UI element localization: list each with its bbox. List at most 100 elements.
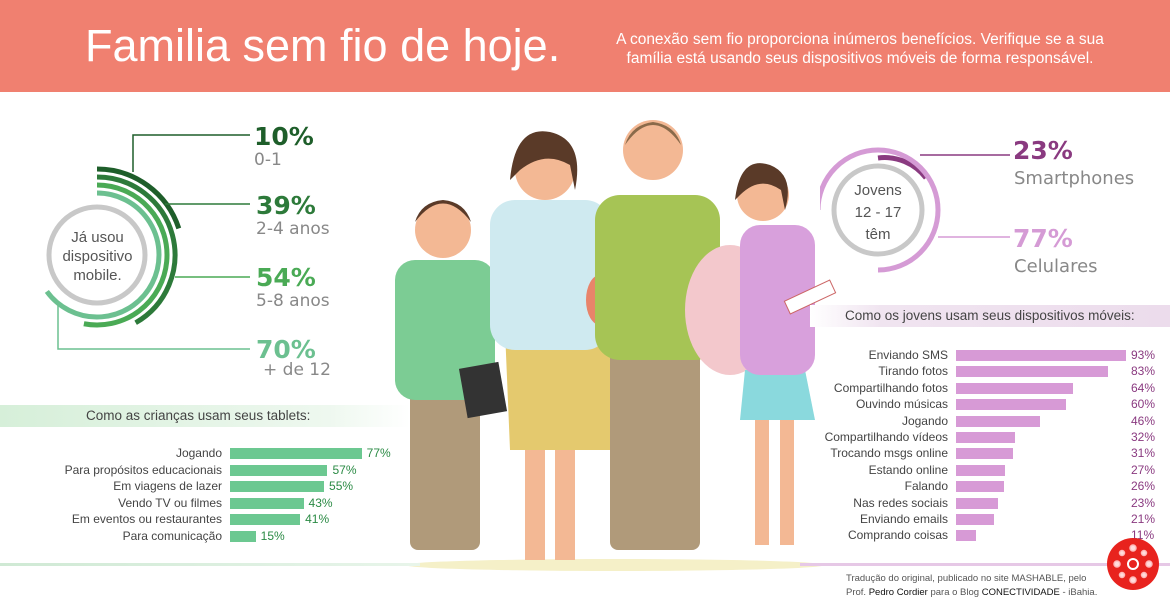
tablets-chart-title-band: Como as crianças usam seus tablets: xyxy=(0,405,410,427)
bar-label: Vendo TV ou filmes xyxy=(118,495,222,510)
bar-label: Em viagens de lazer xyxy=(113,479,222,493)
credit-prefix: Prof. xyxy=(846,587,867,598)
bar-value: 57% xyxy=(332,462,357,477)
bar-label: Enviando SMS xyxy=(868,348,948,362)
bar xyxy=(956,464,1006,476)
bar xyxy=(956,366,1108,378)
bar-row: Compartilhando fotos 64% xyxy=(0,380,1170,396)
bar-label: Compartilhando fotos xyxy=(833,380,948,395)
age-arc xyxy=(44,190,162,320)
bar xyxy=(956,399,1066,411)
bar xyxy=(230,514,301,525)
bar-label: Ouvindo músicas xyxy=(855,397,948,412)
page-subtitle: A conexão sem fio proporciona inúmeros b… xyxy=(616,31,1104,67)
age-pct: 54% xyxy=(256,263,316,292)
smartphones-arc xyxy=(877,155,928,180)
bar-label: Comprando coisas xyxy=(847,528,948,543)
youth-chart-title: Como os jovens usam seus dispositivos mó… xyxy=(845,308,1135,323)
bar-value: 83% xyxy=(1131,364,1156,379)
bar xyxy=(956,514,995,525)
blog-logo-icon xyxy=(1107,538,1159,590)
center-circle xyxy=(831,163,925,257)
bar-value: 15% xyxy=(260,528,285,543)
bar-label: Tirando fotos xyxy=(878,364,948,379)
credit-line: Prof. Pedro Cordier para o Blog CONECTIV… xyxy=(846,586,1097,600)
bar-row: Compartilhando vídeos 32% xyxy=(0,429,1170,445)
bar-row: Em viagens de lazer 55% xyxy=(0,478,1170,494)
bar xyxy=(230,481,325,492)
credit-line: Tradução do original, publicado no site … xyxy=(846,573,1087,584)
bar-value: 21% xyxy=(1131,512,1156,526)
celulares-arc xyxy=(820,147,941,273)
bar-row: Enviando emails 21% xyxy=(0,511,1170,527)
bar-row: Enviando SMS 93% xyxy=(0,347,1170,363)
bar xyxy=(230,530,256,542)
age-arc xyxy=(96,174,178,325)
bar-label: Nas redes sociais xyxy=(853,495,948,510)
credit-text: Tradução do original, publicado no site … xyxy=(846,572,1097,600)
bar-value: 64% xyxy=(1131,380,1156,395)
bar xyxy=(956,415,1041,427)
footer-line-right xyxy=(800,563,1170,566)
bar-value: 31% xyxy=(1131,446,1156,461)
boy-figure xyxy=(395,200,508,550)
center-label-line: têm xyxy=(865,226,891,243)
bar-row: Tirando fotos 83% xyxy=(0,363,1170,379)
bar-value: 32% xyxy=(1131,430,1156,444)
bar-label: Em eventos ou restaurantes xyxy=(71,512,222,526)
leader-line xyxy=(132,134,250,172)
bar xyxy=(956,448,1013,460)
smartphones-label: Smartphones xyxy=(1014,168,1135,189)
bar-value: 27% xyxy=(1131,462,1156,477)
bar xyxy=(230,497,304,509)
bar-label: Compartilhando vídeos xyxy=(824,430,948,444)
bar-row: Comprando coisas 11% xyxy=(0,527,1170,543)
bar-row: Vendo TV ou filmes 43% xyxy=(0,495,1170,511)
bar-row: Trocando msgs online 31% xyxy=(0,445,1170,461)
bar-label: Para propósitos educacionais xyxy=(64,462,222,477)
bar-label: Jogando xyxy=(901,413,948,428)
girl-figure xyxy=(685,163,837,545)
bar xyxy=(230,464,328,476)
bar xyxy=(956,481,1004,493)
bar-label: Enviando emails xyxy=(859,512,948,526)
age-pct: 10% xyxy=(254,122,314,151)
age-label: + de 12 xyxy=(263,360,331,380)
bar-value: 26% xyxy=(1131,479,1156,494)
credit-mid: para o Blog xyxy=(930,587,980,598)
family-illustration xyxy=(395,120,837,571)
bar-value: 60% xyxy=(1131,397,1156,412)
age-pct: 39% xyxy=(256,191,316,220)
celulares-pct: 77% xyxy=(1013,224,1073,253)
bar-row: Para propósitos educacionais 57% xyxy=(0,462,1170,478)
page-title: Familia sem fio de hoje. xyxy=(85,20,561,71)
bar xyxy=(956,432,1015,443)
bar-row: Jogando 77% xyxy=(0,445,1170,461)
center-label-line: Jovens xyxy=(854,182,902,199)
header-banner: Familia sem fio de hoje. A conexão sem f… xyxy=(0,0,1170,92)
center-label-line: 12 - 17 xyxy=(854,204,902,221)
bar xyxy=(956,497,999,509)
bar-row: Estando online 27% xyxy=(0,462,1170,478)
bar-row: Jogando 46% xyxy=(0,413,1170,429)
bar-row: Para comunicação 15% xyxy=(0,528,1170,544)
credit-blog: CONECTIVIDADE xyxy=(981,587,1060,598)
bar-value: 93% xyxy=(1131,348,1156,362)
bar-row: Nas redes sociais 23% xyxy=(0,495,1170,511)
age-label: 2-4 anos xyxy=(256,219,330,239)
bar-value: 77% xyxy=(366,446,391,460)
bar xyxy=(956,350,1127,361)
bar-value: 55% xyxy=(329,479,354,493)
age-label: 0-1 xyxy=(254,150,282,170)
bar xyxy=(230,448,362,459)
center-circle xyxy=(46,204,148,306)
bar-label: Trocando msgs online xyxy=(830,446,948,461)
bar-value: 41% xyxy=(305,512,330,526)
radial-center-label: Já usou dispositivo mobile. xyxy=(62,229,133,284)
bar-value: 23% xyxy=(1131,495,1156,510)
age-pct: 70% xyxy=(256,335,316,364)
age-arc xyxy=(96,166,182,230)
credit-suffix: - iBahia. xyxy=(1062,587,1098,598)
bar-value: 46% xyxy=(1131,413,1156,428)
smartphones-pct: 23% xyxy=(1013,136,1073,165)
